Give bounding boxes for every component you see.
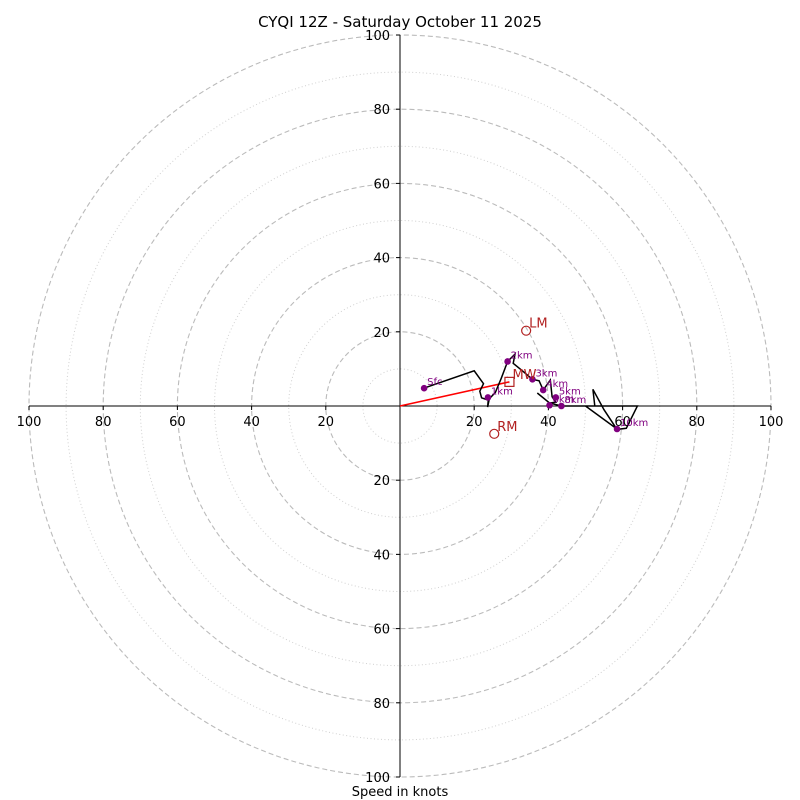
left-mover-label: LM (529, 317, 547, 332)
height-marker-5km (552, 394, 560, 401)
y-tick-label: 60 (373, 177, 390, 192)
y-tick-label: 60 (373, 623, 390, 638)
x-tick-label: 100 (17, 415, 42, 430)
height-marker-sfc (420, 384, 428, 392)
mean-wind-vector (399, 381, 510, 407)
height-marker-2km (504, 358, 511, 365)
y-tick-label: 40 (373, 548, 390, 563)
x-tick-label: 20 (318, 415, 335, 430)
height-marker-1km (484, 394, 492, 401)
height-label-5km: 5km (559, 386, 581, 397)
height-label-2km: 2km (511, 350, 533, 361)
y-tick-label: 40 (373, 252, 390, 267)
height-label-1km: 1km (491, 386, 513, 397)
tick-labels: 100 80 60 40 20 20 40 60 80 100100806040202040608… (17, 29, 784, 786)
height-label-4km: 4km (546, 379, 568, 390)
y-tick-label: 100 (365, 29, 390, 44)
y-tick-label: 100 (365, 771, 390, 786)
height-label-6km: 6km (553, 394, 575, 405)
chart-title: CYQI 12Z - Saturday October 11 2025 (258, 13, 542, 31)
y-tick-label: 80 (373, 697, 390, 712)
right-mover-marker (489, 428, 500, 439)
x-tick-label: 20 (466, 415, 483, 430)
storm-motion-markers: MW LM RM (489, 317, 548, 439)
x-axis-label: Speed in knots (352, 785, 449, 800)
height-label-sfc: Sfc (427, 377, 442, 388)
x-tick-label: 40 (243, 415, 260, 430)
left-mover-marker (521, 325, 532, 336)
height-marker-8km (558, 402, 565, 410)
height-marker-6km (546, 401, 553, 409)
x-tick-label: 60 (169, 415, 186, 430)
mean-wind-marker (504, 376, 515, 387)
y-tick-label: 20 (373, 326, 390, 341)
height-marker-3km (529, 375, 536, 383)
x-tick-label: 80 (95, 415, 112, 430)
height-marker-10km (613, 425, 621, 433)
y-tick-label: 20 (373, 474, 390, 489)
x-tick-label: 40 (540, 415, 557, 430)
y-tick-label: 80 (373, 103, 390, 118)
wind-profile-line (425, 351, 639, 431)
mean-wind-label: MW (512, 368, 536, 383)
height-marker-4km (539, 386, 547, 394)
height-label-10km: 10km (620, 418, 648, 429)
right-mover-label: RM (497, 420, 517, 435)
height-label-3km: 3km (535, 368, 557, 379)
series (399, 351, 639, 431)
x-tick-label: 100 (759, 415, 784, 430)
height-label-8km: 8km (564, 395, 586, 406)
x-tick-label: 80 (689, 415, 706, 430)
